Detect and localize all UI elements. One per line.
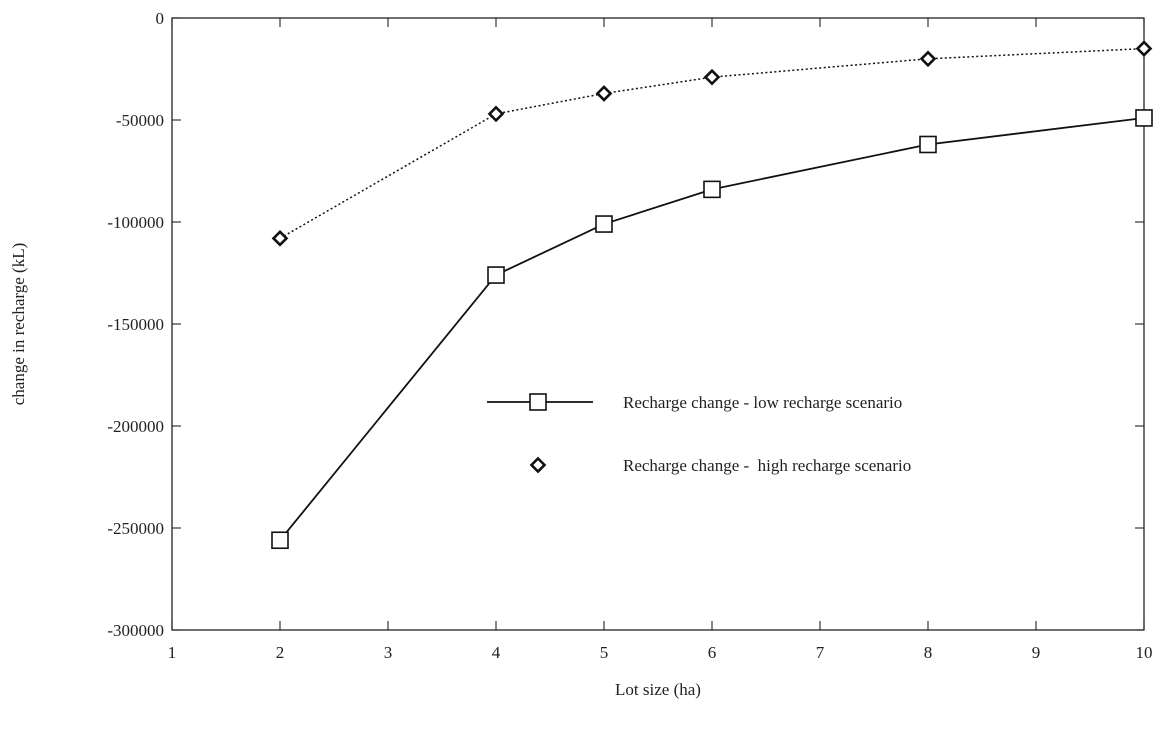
series-line <box>279 47 1145 239</box>
y-tick-label: -150000 <box>107 315 164 334</box>
y-tick-label: 0 <box>156 9 165 28</box>
legend-square-marker <box>529 393 547 411</box>
x-tick-label: 4 <box>492 643 501 662</box>
x-tick-label: 8 <box>924 643 933 662</box>
diamond-point-4 <box>487 105 505 123</box>
diamond-point-10 <box>1135 40 1153 57</box>
square-point-8 <box>919 135 937 154</box>
y-tick-label: -250000 <box>107 519 164 538</box>
x-tick-label: 7 <box>816 643 825 662</box>
series-line <box>279 117 1145 541</box>
x-tick-label: 3 <box>384 643 393 662</box>
x-tick-label: 9 <box>1032 643 1041 662</box>
x-tick-label: 2 <box>276 643 285 662</box>
x-tick-label: 5 <box>600 643 609 662</box>
square-point-2 <box>271 531 289 550</box>
diamond-point-5 <box>595 85 613 102</box>
legend-label: Recharge change - high recharge scenario <box>623 456 911 475</box>
series-high-recharge <box>271 40 1153 247</box>
y-tick-label: -100000 <box>107 213 164 232</box>
legend-diamond-marker <box>529 456 547 474</box>
y-tick-label: -50000 <box>116 111 164 130</box>
y-tick-label: -200000 <box>107 417 164 436</box>
diamond-point-6 <box>703 68 721 86</box>
square-point-4 <box>487 266 505 284</box>
plot-area <box>171 17 1145 631</box>
x-tick-label: 6 <box>708 643 717 662</box>
x-tick-label: 1 <box>168 643 177 662</box>
legend: Recharge change - low recharge scenario R… <box>487 393 911 475</box>
diamond-point-2 <box>271 229 289 247</box>
y-axis-title: change in recharge (kL) <box>9 243 28 406</box>
series-low-recharge <box>271 109 1153 550</box>
x-axis-title: Lot size (ha) <box>615 680 701 699</box>
square-point-5 <box>595 215 613 233</box>
y-tick-label: -300000 <box>107 621 164 640</box>
square-point-6 <box>703 180 721 199</box>
legend-label: Recharge change - low recharge scenario <box>623 393 902 412</box>
square-point-10 <box>1135 109 1153 127</box>
diamond-point-8 <box>919 50 937 68</box>
x-tick-label: 10 <box>1136 643 1153 662</box>
